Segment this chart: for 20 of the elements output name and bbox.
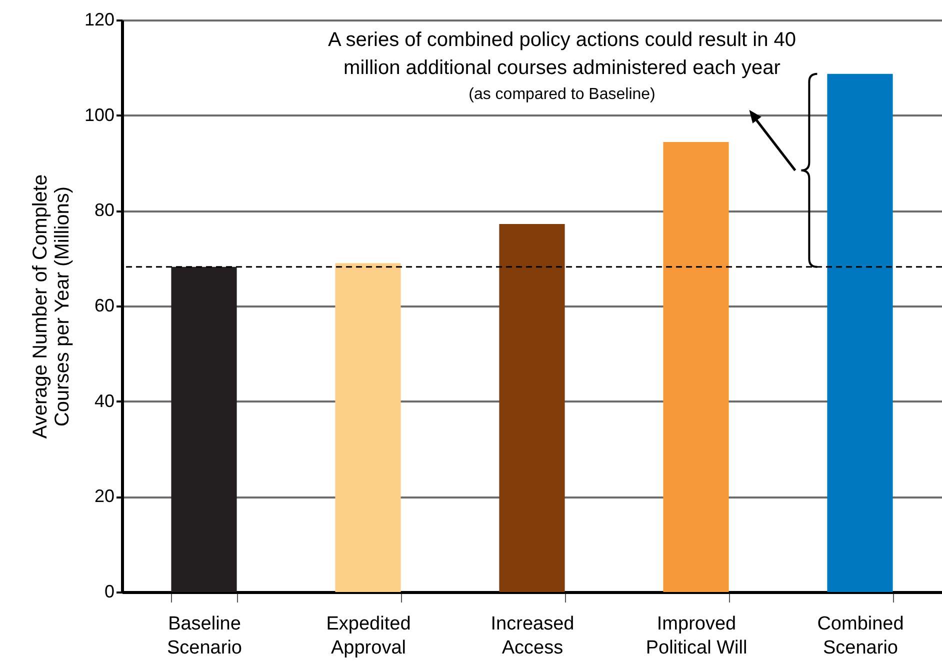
x-tick-label: Improved Political Will	[646, 614, 748, 658]
y-tick-label: 40	[94, 390, 114, 411]
annotation: (as compared to Baseline)	[468, 86, 656, 103]
bar	[499, 224, 565, 592]
y-tick-label: 120	[84, 10, 114, 30]
x-tick-label: Increased Access	[490, 614, 574, 658]
bar	[171, 266, 237, 592]
y-tick-label: 0	[104, 582, 114, 602]
y-tick-label: 20	[94, 486, 114, 506]
x-tick-label: Expedited Approval	[326, 614, 411, 658]
y-axis-title: Average Number of Complete Courses per Year (Millions)	[29, 174, 74, 439]
bar	[827, 74, 893, 592]
annotation: A series of combined policy actions could result in 40 million additional courses administered each year	[328, 29, 796, 79]
x-tick-label: Baseline Scenario	[167, 614, 242, 658]
bar	[335, 263, 401, 592]
y-tick-label: 100	[84, 104, 114, 125]
x-tick-label: Combined Scenario	[817, 614, 904, 658]
bar	[663, 142, 729, 592]
y-tick-label: 80	[94, 200, 114, 220]
y-tick-label: 60	[94, 296, 114, 316]
